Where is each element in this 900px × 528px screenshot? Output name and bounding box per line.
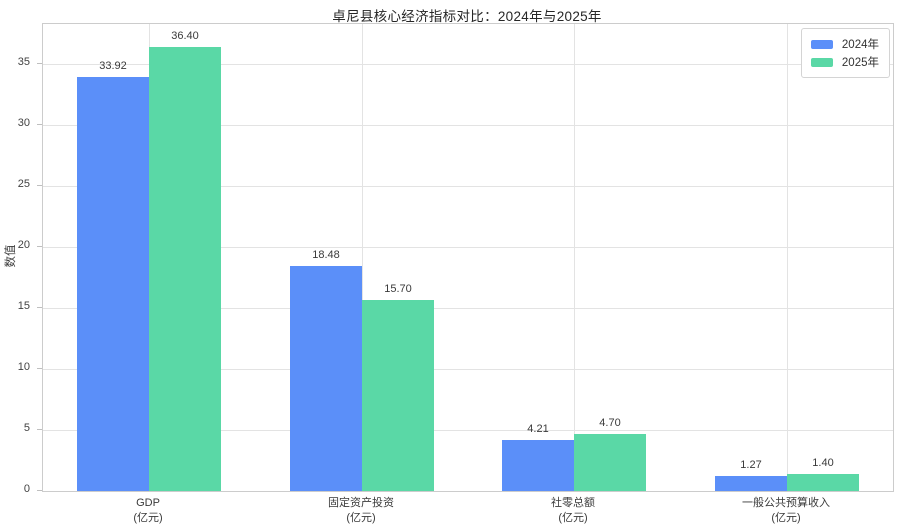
bar-2025年-GDP [149,47,221,491]
y-tick-mark [37,429,42,431]
x-tick-label: 固定资产投资 (亿元) [251,496,471,526]
y-tick-label: 35 [17,56,30,69]
y-tick-label: 15 [17,300,30,313]
h-gridline [43,369,893,371]
y-tick-mark [37,63,42,65]
h-gridline [43,64,893,66]
y-tick-label: 25 [17,178,30,191]
bar-value-label: 1.40 [812,457,834,469]
category-unit: (亿元) [346,512,376,524]
bar-2025年-社零总额 [574,434,646,491]
v-gridline [787,24,788,491]
bar-2024年-GDP [77,77,149,491]
y-tick-mark [37,368,42,370]
legend-label: 2024年 [841,39,879,51]
bar-2025年-固定资产投资 [362,300,434,491]
category-unit: (亿元) [771,512,801,524]
h-gridline [43,247,893,249]
bar-value-label: 36.40 [171,30,199,42]
bar-2025年-一般公共预算收入 [787,474,859,491]
legend-label: 2025年 [841,57,879,69]
y-tick-label: 10 [17,361,30,374]
legend-swatch-icon [810,57,833,67]
category-name: 一般公共预算收入 [742,497,830,509]
bar-value-label: 4.70 [599,417,621,429]
y-tick-mark [37,490,42,491]
category-unit: (亿元) [133,512,163,524]
bar-2024年-社零总额 [502,440,574,491]
bar-value-label: 4.21 [527,423,549,435]
v-gridline [362,24,363,491]
h-gridline [43,186,893,188]
h-gridline [43,430,893,432]
plot-area: 33.92 18.48 4.21 1.27 36.40 15.70 4.70 1.40 202… [42,23,894,492]
legend-item: 2024年 [810,35,879,53]
bar-2024年-固定资产投资 [290,266,362,491]
y-axis-label: 数值 [5,244,17,268]
y-tick-label: 20 [17,239,30,252]
x-tick-label: 社零总额 (亿元) [463,496,683,526]
v-gridline [574,24,575,491]
y-tick-mark [37,124,42,126]
y-tick-label: 5 [23,422,30,435]
h-gridline [43,308,893,310]
category-name: GDP [136,497,160,509]
legend: 2024年 2025年 [800,28,890,78]
bar-2024年-一般公共预算收入 [715,476,787,491]
x-tick-label: 一般公共预算收入 (亿元) [676,496,896,526]
legend-swatch-icon [810,39,833,49]
bar-value-label: 15.70 [384,283,412,295]
y-tick-mark [37,307,42,309]
y-tick-mark [37,246,42,248]
chart-title: 卓尼县核心经济指标对比：2024年与2025年 [332,9,602,24]
category-name: 社零总额 [551,497,595,509]
y-tick-label: 0 [23,483,30,495]
bar-value-label: 1.27 [740,459,762,471]
h-gridline [43,125,893,127]
bar-value-label: 33.92 [99,60,127,72]
x-tick-label: GDP (亿元) [38,496,258,526]
y-tick-mark [37,185,42,187]
bar-value-label: 18.48 [312,249,340,261]
legend-item: 2025年 [810,53,879,71]
y-tick-label: 30 [17,117,30,130]
category-name: 固定资产投资 [328,497,394,509]
category-unit: (亿元) [558,512,588,524]
